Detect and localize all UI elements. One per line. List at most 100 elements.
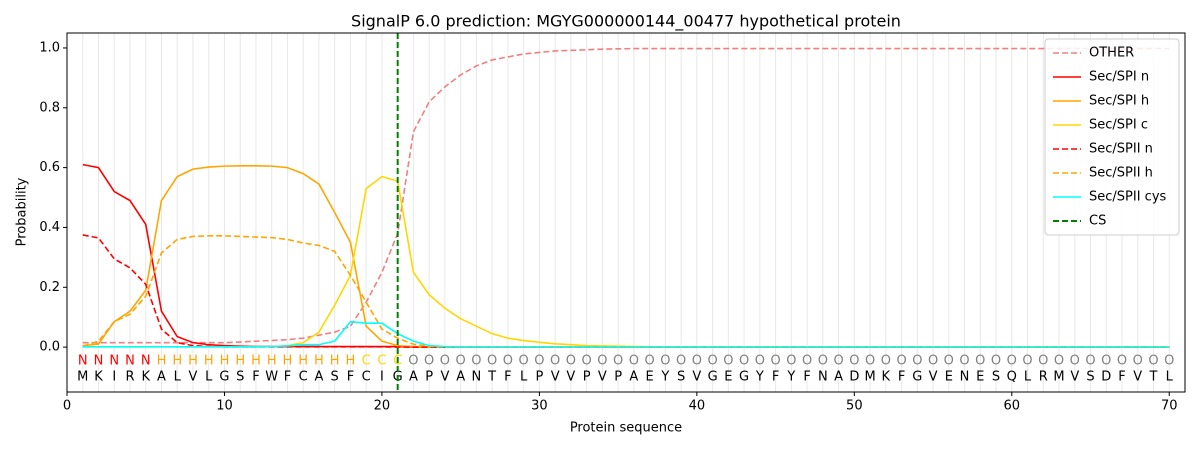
sequence-letter: A: [157, 370, 166, 385]
sequence-letter: N: [960, 370, 970, 385]
residue-label: O: [881, 354, 891, 369]
residue-label: O: [833, 354, 843, 369]
residue-label: O: [471, 354, 481, 369]
sequence-letter: T: [1149, 370, 1158, 385]
residue-label: O: [613, 354, 623, 369]
series-line: [82, 235, 1170, 348]
residue-label: O: [928, 354, 938, 369]
residue-label: O: [959, 354, 969, 369]
sequence-letter: Y: [755, 370, 764, 385]
sequence-letter: E: [724, 370, 732, 385]
sequence-letter: C: [362, 370, 371, 385]
sequence-letter: G: [912, 370, 922, 385]
sequence-letter: G: [219, 370, 229, 385]
legend-box: [1044, 38, 1180, 236]
x-tick-label: 40: [689, 399, 706, 414]
sequence-letter: A: [456, 370, 465, 385]
sequence-letter: K: [141, 370, 150, 385]
sequence-letter: F: [347, 370, 354, 385]
residue-label: C: [377, 354, 386, 369]
residue-label: C: [362, 354, 371, 369]
residue-label: O: [865, 354, 875, 369]
plot-frame: [66, 32, 1186, 393]
residue-label: O: [645, 354, 655, 369]
sequence-letter: V: [598, 370, 607, 385]
residue-label: O: [566, 354, 576, 369]
residue-label: O: [408, 354, 418, 369]
residue-label: O: [1101, 354, 1111, 369]
residue-label: O: [786, 354, 796, 369]
y-tick-label: 0.0: [39, 340, 60, 355]
residue-label: O: [550, 354, 560, 369]
residue-label: H: [267, 354, 277, 369]
residue-label: O: [1148, 354, 1158, 369]
residue-label: N: [94, 354, 104, 369]
x-tick-label: 70: [1161, 399, 1178, 414]
sequence-letter: N: [472, 370, 482, 385]
sequence-letter: D: [1101, 370, 1111, 385]
series-line: [82, 165, 1170, 348]
legend-label: Sec/SPI h: [1089, 94, 1149, 109]
series-line: [82, 234, 1170, 348]
sequence-letter: A: [629, 370, 638, 385]
sequence-letter: V: [692, 370, 701, 385]
y-tick-label: 1.0: [39, 40, 60, 55]
legend-label: Sec/SPII cys: [1089, 190, 1167, 205]
sequence-letter: G: [708, 370, 718, 385]
residue-label: O: [1070, 354, 1080, 369]
residue-label: O: [676, 354, 686, 369]
residue-label: O: [802, 354, 812, 369]
sequence-letter: L: [520, 370, 528, 385]
sequence-letter: S: [677, 370, 685, 385]
sequence-letter: A: [409, 370, 418, 385]
residue-label: O: [582, 354, 592, 369]
residue-label: N: [125, 354, 135, 369]
sequence-letter: F: [803, 370, 810, 385]
residue-label: H: [204, 354, 214, 369]
residue-label: O: [660, 354, 670, 369]
residue-label: O: [534, 354, 544, 369]
residue-label: O: [629, 354, 639, 369]
residue-label: O: [503, 354, 513, 369]
sequence-letter: S: [331, 370, 339, 385]
sequence-letter: K: [94, 370, 103, 385]
residue-label: O: [692, 354, 702, 369]
legend-label: Sec/SPII h: [1089, 166, 1153, 181]
residue-label: H: [314, 354, 324, 369]
residue-label: H: [220, 354, 230, 369]
residue-label: O: [456, 354, 466, 369]
sequence-letter: V: [440, 370, 449, 385]
residue-label: O: [944, 354, 954, 369]
sequence-letter: L: [1024, 370, 1032, 385]
sequence-letter: D: [849, 370, 859, 385]
series-line: [82, 175, 1170, 348]
residue-label: N: [109, 354, 119, 369]
residue-label: O: [487, 354, 497, 369]
sequence-letter: A: [834, 370, 843, 385]
chart-title: SignalP 6.0 prediction: MGYG000000144_00…: [351, 12, 901, 32]
sequence-letter: N: [818, 370, 828, 385]
residue-label: H: [188, 354, 198, 369]
sequence-letter: M: [1053, 370, 1064, 385]
residue-label: H: [298, 354, 308, 369]
sequence-letter: V: [1133, 370, 1142, 385]
residue-label: O: [440, 354, 450, 369]
sequence-letter: F: [504, 370, 511, 385]
sequence-letter: I: [112, 370, 116, 385]
y-tick-label: 0.6: [39, 160, 60, 175]
series-line: [82, 47, 1170, 344]
y-axis-label: Probability: [15, 177, 30, 246]
sequence-letter: E: [976, 370, 984, 385]
residue-label: H: [330, 354, 340, 369]
sequence-letter: M: [864, 370, 875, 385]
sequence-letter: P: [425, 370, 433, 385]
y-tick-label: 0.2: [39, 280, 60, 295]
residue-label: O: [424, 354, 434, 369]
sequence-letter: V: [189, 370, 198, 385]
legend-label: CS: [1089, 214, 1106, 229]
sequence-letter: E: [945, 370, 953, 385]
residue-label: H: [283, 354, 293, 369]
residue-label: O: [755, 354, 765, 369]
sequence-letter: L: [1166, 370, 1174, 385]
